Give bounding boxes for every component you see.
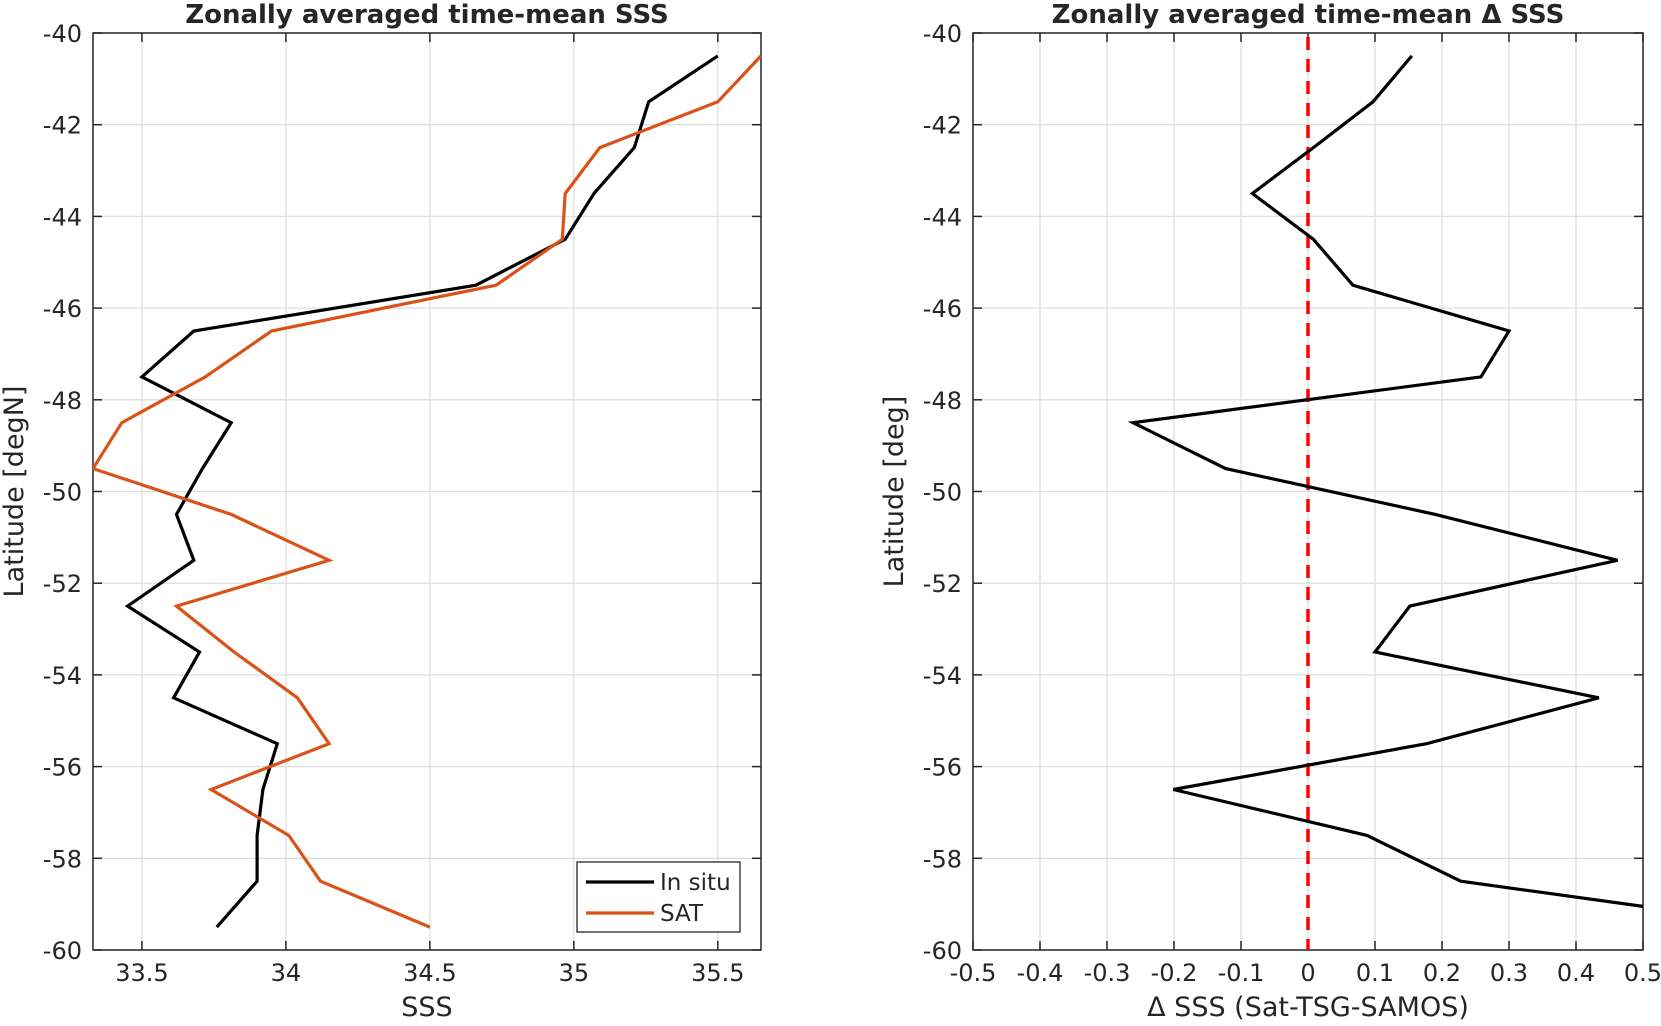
- right-y-tick-label: -48: [923, 387, 962, 415]
- right-y-tick-label: -44: [923, 203, 962, 231]
- right-x-tick-label: -0.4: [1017, 959, 1064, 987]
- legend-label-sat: SAT: [660, 901, 704, 927]
- left-x-tick-label: 35: [559, 959, 590, 987]
- right-x-tick-label: 0: [1300, 959, 1315, 987]
- left-y-tick-label: -54: [43, 662, 82, 690]
- right-x-axis-label: Δ SSS (Sat-TSG-SAMOS): [1147, 992, 1469, 1023]
- left-y-tick-label: -46: [43, 295, 82, 323]
- right-y-tick-label: -42: [923, 112, 962, 140]
- left-x-tick-label: 35.5: [691, 959, 744, 987]
- right-y-tick-label: -40: [923, 20, 962, 48]
- left-y-tick-label: -58: [43, 845, 82, 873]
- left-series-line-in-situ: [124, 54, 719, 929]
- right-y-tick-label: -54: [923, 662, 962, 690]
- right-series-line-delta: [1127, 54, 1643, 908]
- legend-label-in-situ: In situ: [660, 870, 731, 896]
- left-y-axis-label: Latitude [degN]: [0, 386, 30, 598]
- left-grid: [93, 32, 761, 951]
- left-x-axis-label: SSS: [401, 992, 452, 1023]
- right-y-tick-label: -52: [923, 570, 962, 598]
- left-legend: In situ SAT: [576, 861, 741, 933]
- right-y-tick-label: -60: [923, 937, 962, 965]
- left-x-tick-label: 34: [271, 959, 302, 987]
- right-x-tick-label: -0.3: [1084, 959, 1131, 987]
- left-y-tick-label: -56: [43, 754, 82, 782]
- left-y-tick-label: -48: [43, 387, 82, 415]
- left-series-line-sat: [93, 54, 761, 929]
- left-x-tick-label: 33.5: [115, 959, 168, 987]
- right-y-tick-label: -46: [923, 295, 962, 323]
- left-y-tick-label: -52: [43, 570, 82, 598]
- left-y-tick-label: -60: [43, 937, 82, 965]
- left-y-tick-label: -50: [43, 479, 82, 507]
- right-x-tick-label: 0.2: [1423, 959, 1461, 987]
- left-chart-title: Zonally averaged time-mean SSS: [185, 0, 669, 30]
- right-y-tick-label: -58: [923, 845, 962, 873]
- right-x-tick-label: 0.5: [1624, 959, 1661, 987]
- left-y-tick-label: -40: [43, 20, 82, 48]
- left-y-tick-label: -44: [43, 203, 82, 231]
- right-y-tick-label: -50: [923, 479, 962, 507]
- right-ticks: -0.5 -0.4 -0.3 -0.2 -0.1 0 0.1 0.2 0.3 0.4 0.5 -40 -…: [923, 20, 1661, 987]
- right-x-tick-label: -0.1: [1218, 959, 1265, 987]
- right-chart: -0.5 -0.4 -0.3 -0.2 -0.1 0 0.1 0.2 0.3 0.4 0.5 -40 -…: [879, 0, 1661, 1023]
- right-x-tick-label: 0.3: [1490, 959, 1528, 987]
- right-y-tick-label: -56: [923, 754, 962, 782]
- legend-box: [576, 861, 741, 933]
- right-chart-title: Zonally averaged time-mean Δ SSS: [1052, 0, 1565, 30]
- right-y-axis-label: Latitude [deg]: [879, 396, 910, 588]
- right-x-tick-label: 0.4: [1557, 959, 1595, 987]
- left-ticks: 33.5 34 34.5 35 35.5 -40 -42 -44 -46 -48 -50 -52 -54…: [43, 20, 761, 987]
- left-x-tick-label: 34.5: [403, 959, 456, 987]
- right-x-tick-label: 0.1: [1356, 959, 1394, 987]
- right-x-tick-label: -0.2: [1151, 959, 1198, 987]
- right-x-tick-label: -0.5: [950, 959, 997, 987]
- left-y-tick-label: -42: [43, 112, 82, 140]
- left-chart: 33.5 34 34.5 35 35.5 -40 -42 -44 -46 -48 -50 -52 -54…: [0, 0, 762, 1023]
